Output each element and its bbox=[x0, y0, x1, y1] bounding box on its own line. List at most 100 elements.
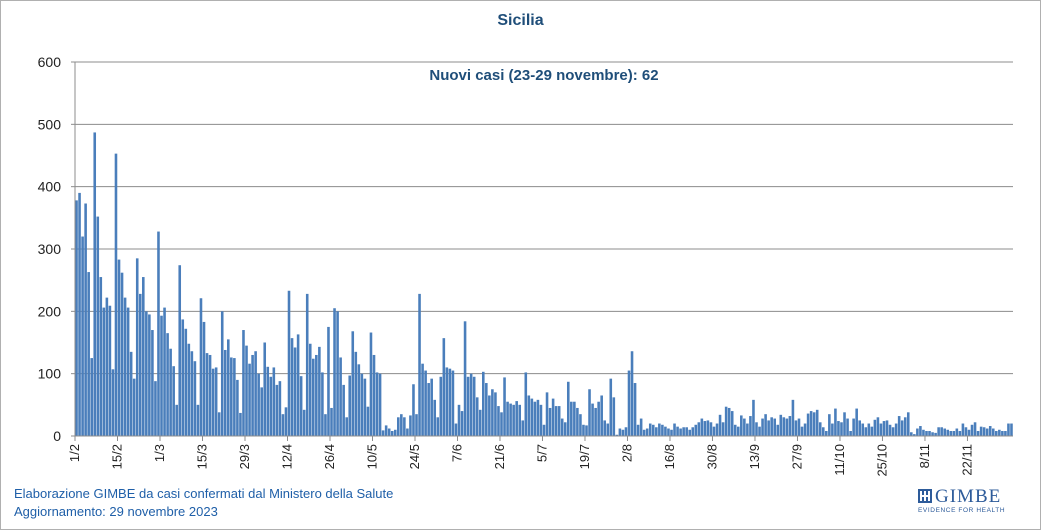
bar bbox=[418, 293, 421, 436]
bar bbox=[372, 354, 376, 436]
bar bbox=[931, 432, 934, 436]
bar bbox=[327, 326, 330, 436]
bar bbox=[812, 412, 816, 436]
bar bbox=[749, 416, 752, 436]
bar bbox=[800, 426, 804, 436]
bar bbox=[157, 231, 160, 436]
x-tick-label: 10/5 bbox=[364, 444, 379, 469]
bar bbox=[193, 361, 197, 436]
bar bbox=[667, 428, 670, 436]
bar bbox=[779, 414, 783, 436]
y-tick-label: 600 bbox=[38, 54, 62, 70]
x-tick-label: 11/10 bbox=[832, 444, 847, 476]
bar bbox=[360, 373, 364, 436]
bar bbox=[736, 426, 740, 436]
bar bbox=[664, 426, 667, 436]
bar bbox=[211, 368, 215, 436]
bar bbox=[406, 428, 409, 436]
bar bbox=[639, 418, 643, 436]
bar bbox=[767, 420, 770, 436]
bar bbox=[952, 431, 956, 436]
bar bbox=[190, 351, 194, 436]
bar bbox=[903, 417, 907, 436]
bar bbox=[970, 424, 974, 436]
bar bbox=[84, 203, 87, 436]
x-tick-label: 1/3 bbox=[152, 444, 167, 462]
bar bbox=[163, 307, 166, 436]
bar bbox=[855, 408, 858, 436]
bar bbox=[973, 422, 977, 436]
bar bbox=[712, 426, 716, 436]
x-tick-label: 7/6 bbox=[449, 444, 464, 462]
bar bbox=[791, 399, 795, 436]
bar bbox=[818, 422, 822, 436]
bar bbox=[114, 153, 118, 436]
bar bbox=[363, 378, 367, 436]
bar bbox=[615, 434, 619, 436]
bar bbox=[339, 357, 342, 436]
bar bbox=[321, 372, 324, 436]
bar bbox=[916, 428, 919, 436]
bar bbox=[843, 412, 846, 436]
bar bbox=[988, 426, 992, 436]
bar bbox=[254, 351, 257, 436]
bar bbox=[694, 424, 698, 436]
bar bbox=[278, 381, 282, 436]
bar bbox=[245, 345, 248, 436]
bar bbox=[633, 383, 637, 436]
bar bbox=[485, 383, 488, 436]
bar bbox=[87, 272, 90, 436]
bar bbox=[697, 422, 701, 436]
bar bbox=[427, 383, 430, 436]
bar bbox=[260, 387, 263, 436]
bar bbox=[658, 423, 661, 436]
bar bbox=[138, 293, 142, 436]
bar bbox=[831, 423, 834, 436]
bar bbox=[160, 315, 163, 436]
bar bbox=[570, 401, 573, 436]
bar bbox=[299, 376, 303, 436]
x-tick-label: 26/4 bbox=[322, 444, 337, 469]
bar bbox=[184, 328, 188, 436]
bar bbox=[120, 272, 124, 436]
source-note: Elaborazione GIMBE da casi confermati da… bbox=[14, 485, 393, 521]
bar bbox=[463, 321, 467, 436]
bar bbox=[937, 427, 940, 436]
bar bbox=[393, 429, 397, 436]
bar bbox=[770, 417, 773, 436]
bar bbox=[108, 305, 112, 436]
bar bbox=[296, 334, 300, 436]
bar bbox=[442, 338, 446, 436]
bar bbox=[436, 417, 440, 436]
bar bbox=[111, 369, 115, 436]
bar bbox=[509, 403, 512, 436]
bar bbox=[503, 377, 506, 436]
x-tick-label: 12/4 bbox=[279, 444, 294, 469]
bar bbox=[579, 414, 582, 436]
bar bbox=[381, 430, 385, 436]
bar bbox=[239, 412, 242, 436]
x-tick-label: 24/5 bbox=[407, 444, 422, 469]
bar bbox=[117, 259, 121, 436]
bar bbox=[815, 409, 819, 436]
bar bbox=[233, 358, 236, 436]
bar bbox=[891, 427, 895, 436]
bar bbox=[208, 354, 212, 436]
bar bbox=[390, 431, 394, 436]
bar bbox=[566, 381, 570, 436]
bar bbox=[272, 367, 276, 436]
bar bbox=[852, 418, 855, 436]
bar bbox=[290, 338, 294, 436]
bar bbox=[846, 418, 849, 436]
bar bbox=[821, 427, 825, 436]
bar bbox=[263, 342, 267, 436]
bar bbox=[563, 422, 567, 436]
x-tick-label: 15/3 bbox=[194, 444, 209, 469]
bar bbox=[876, 417, 880, 436]
bar bbox=[910, 432, 913, 436]
bar bbox=[148, 314, 151, 436]
y-tick-label: 500 bbox=[38, 116, 62, 132]
bar bbox=[1004, 431, 1007, 436]
bar bbox=[175, 404, 178, 436]
